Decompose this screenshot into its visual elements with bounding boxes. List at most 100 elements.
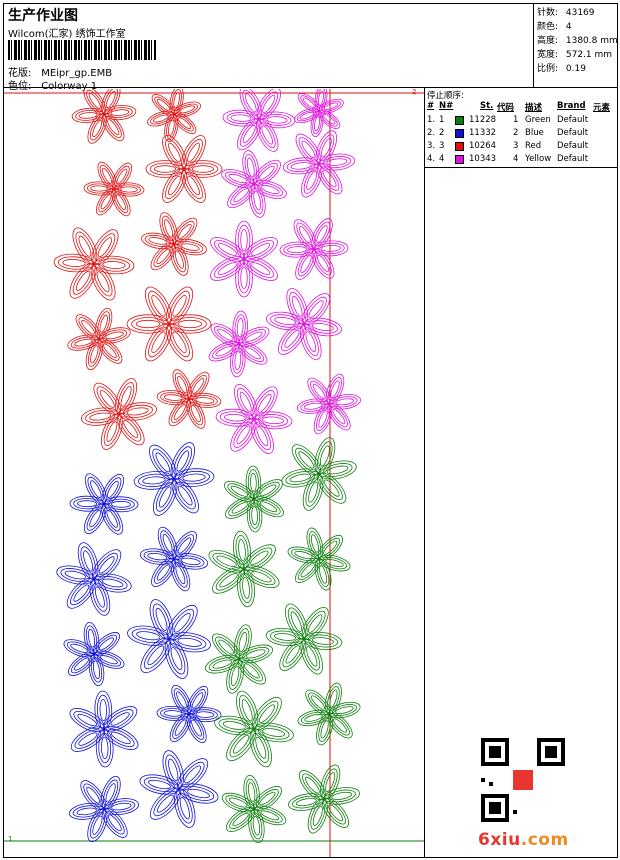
flower (53, 227, 135, 301)
flower (127, 599, 211, 679)
row-index: 1. (427, 115, 436, 125)
flower (279, 218, 349, 280)
watermark-logo: 6xiu.com (478, 830, 569, 850)
stop-sequence-panel: 停止顺序: # N# St. 代码 描述 Brand 元素 1. 1 11228… (424, 88, 618, 168)
col-header-index: # (427, 101, 435, 111)
flower (141, 212, 207, 276)
flower-pattern (53, 89, 362, 844)
stop-row: 1. 1 11228 1 Green Default (425, 115, 619, 127)
row-index: 3. (427, 141, 436, 151)
row-brand: Default (557, 115, 589, 125)
bottom-marker: 1 (8, 835, 12, 843)
color-swatch (455, 116, 464, 125)
flower (126, 286, 212, 362)
design-file-value: MEipr_gp.EMB (41, 68, 113, 79)
panel-divider (424, 168, 425, 858)
flower (288, 764, 360, 834)
stop-row: 4. 4 10343 4 Yellow Default (425, 154, 619, 166)
flower (147, 89, 201, 142)
flower (221, 774, 287, 844)
flower (208, 530, 280, 608)
row-code: 3 (513, 141, 519, 151)
flower (68, 775, 140, 843)
page-title: 生产作业图 (8, 8, 78, 24)
flower (265, 287, 343, 361)
embroidery-design-preview: 2 1 (4, 89, 424, 857)
flower (208, 310, 270, 378)
flower (287, 527, 351, 591)
flower (139, 526, 209, 592)
stop-sequence-title: 停止顺序: (427, 91, 464, 101)
row-index: 2. (427, 128, 436, 138)
design-file-label: 花版: (8, 68, 32, 79)
stat-label: 比例: (537, 64, 559, 74)
stat-stitches: 针数: 43169 (537, 5, 595, 18)
stat-colors: 颜色: 4 (537, 19, 572, 32)
stat-value: 43169 (565, 8, 595, 18)
flower (69, 690, 139, 768)
row-description: Yellow (525, 154, 552, 164)
flower (67, 307, 131, 371)
flower (145, 135, 223, 203)
stat-value: 572.1 mm (565, 50, 613, 60)
row-n: 1 (439, 115, 445, 125)
flower (221, 150, 287, 218)
flower (215, 384, 293, 454)
watermark-main: 6xiu (478, 830, 521, 850)
flower (139, 750, 219, 828)
row-description: Blue (525, 128, 544, 138)
stat-width: 宽度: 572.1 mm (537, 47, 612, 60)
flower (80, 378, 158, 450)
row-code: 1 (513, 115, 519, 125)
row-brand: Default (557, 128, 589, 138)
flower (156, 684, 222, 744)
col-header-stitches: St. (480, 101, 494, 111)
col-header-description: 描述 (525, 103, 543, 113)
flower (210, 220, 278, 298)
watermark-suffix: .com (520, 830, 569, 850)
flower (281, 437, 357, 511)
qr-logo (513, 770, 533, 790)
production-sheet (3, 3, 618, 858)
row-description: Green (525, 115, 551, 125)
sheet-header: 生产作业图 Wilcom(汇家) 绣饰工作室 花版: MEipr_gp.EMB … (3, 3, 534, 92)
stat-value: 1380.8 mm (565, 36, 618, 46)
color-swatch (455, 142, 464, 151)
flower (56, 542, 132, 616)
flower (265, 603, 343, 675)
color-swatch (455, 155, 464, 164)
stat-value: 0.19 (565, 64, 586, 74)
colorway-value: Colorway 1 (41, 81, 98, 92)
colorway-label: 色位: (8, 81, 32, 92)
stat-label: 高度: (537, 36, 559, 46)
design-file-row: 花版: MEipr_gp.EMB (8, 64, 112, 79)
row-brand: Default (557, 154, 589, 164)
color-swatch (455, 129, 464, 138)
row-stitches: 10264 (469, 141, 497, 151)
stats-panel: 针数: 43169 颜色: 4 高度: 1380.8 mm 宽度: 572.1 … (534, 3, 618, 88)
col-header-brand: Brand (557, 101, 586, 111)
flower (133, 442, 215, 516)
stat-label: 颜色: (537, 22, 559, 32)
row-n: 4 (439, 154, 445, 164)
flower (83, 161, 145, 217)
stat-height: 高度: 1380.8 mm (537, 33, 618, 46)
colorway-row: 色位: Colorway 1 (8, 77, 97, 92)
top-marker: 2 (412, 89, 416, 96)
flower (297, 682, 361, 746)
row-brand: Default (557, 141, 589, 151)
row-stitches: 11228 (469, 115, 497, 125)
row-stitches: 11332 (469, 128, 497, 138)
stop-row: 2. 2 11332 2 Blue Default (425, 128, 619, 140)
stop-row: 3. 3 10264 3 Red Default (425, 141, 619, 153)
flower (205, 624, 273, 694)
barcode (8, 40, 156, 60)
col-header-element: 元素 (593, 103, 611, 113)
stat-label: 针数: (537, 8, 559, 18)
flower (296, 373, 362, 435)
row-description: Red (525, 141, 542, 151)
flower (69, 473, 139, 535)
flower (294, 89, 344, 138)
flower (222, 89, 296, 152)
stat-scale: 比例: 0.19 (537, 61, 586, 74)
